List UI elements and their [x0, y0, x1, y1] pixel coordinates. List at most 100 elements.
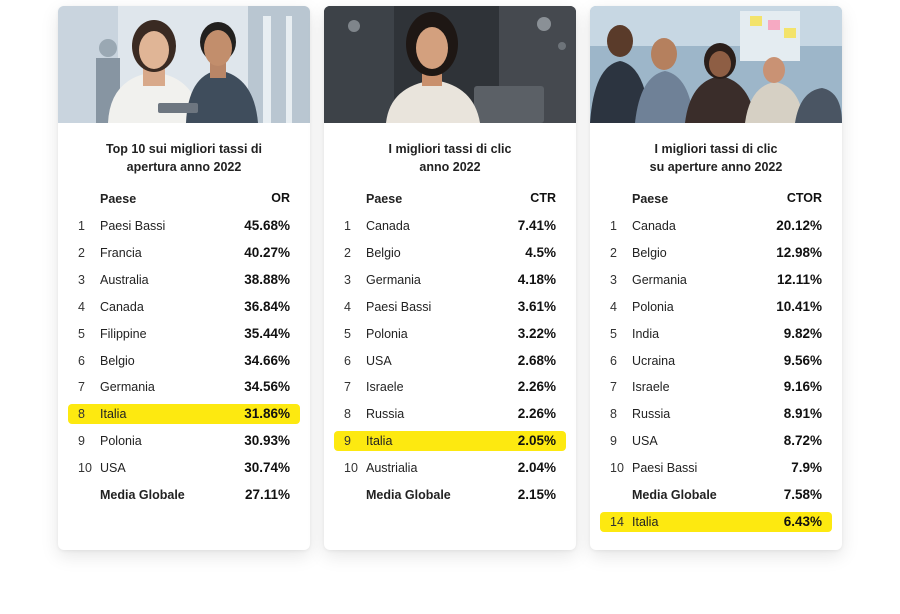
rate-value: 8.72% [783, 433, 822, 449]
rank: 2 [344, 245, 351, 260]
country-name: Israele [366, 380, 404, 395]
column-header-metric: CTR [530, 191, 556, 205]
table-row: 3 Australia 38.88% [58, 270, 310, 292]
country-name: Russia [366, 407, 405, 422]
country-name: Australia [100, 272, 149, 287]
rate-value: 7.41% [517, 218, 556, 233]
rate-value: 2.68% [517, 352, 556, 368]
rank: 5 [610, 326, 617, 341]
rank: 4 [610, 299, 617, 314]
country-name: Italia [366, 434, 393, 449]
rate-value: 4.5% [525, 244, 556, 260]
country-name: Polonia [366, 326, 408, 341]
rank: 9 [344, 434, 351, 449]
business-couple-photo [58, 6, 310, 123]
country-name: Francia [100, 245, 142, 260]
country-name: Canada [366, 219, 410, 233]
country-name: Media Globale [366, 488, 451, 502]
rate-value: 2.26% [517, 406, 556, 422]
column-header-country: Paese [100, 192, 137, 206]
rate-value: 34.56% [244, 379, 290, 395]
country-name: Germania [632, 272, 687, 287]
rate-value: 36.84% [244, 298, 290, 314]
open-rate-card: Top 10 sui migliori tassi di apertura an… [58, 6, 310, 550]
table-row: 5 Polonia 3.22% [324, 324, 576, 346]
rate-value: 27.11% [244, 487, 290, 502]
table-row: 1 Canada 20.12% [590, 216, 842, 238]
table-row: 1 Paesi Bassi 45.68% [58, 216, 310, 238]
country-name: Paesi Bassi [100, 219, 166, 233]
rate-value: 35.44% [244, 325, 290, 341]
click-rate-card: I migliori tassi di clic anno 2022 Paese… [324, 6, 576, 550]
title-line-1: Top 10 sui migliori tassi di [105, 142, 263, 156]
table-row: 8 Russia 2.26% [324, 404, 576, 426]
country-name: Germania [100, 380, 155, 395]
table-row: 2 Francia 40.27% [58, 243, 310, 265]
rate-value: 12.11% [776, 271, 822, 287]
table-row: 6 Belgio 34.66% [58, 351, 310, 373]
rank: 2 [78, 245, 85, 260]
rank: 2 [610, 245, 617, 260]
rate-value: 40.27% [244, 244, 290, 260]
rate-value: 10.41% [776, 298, 822, 314]
rank: 9 [610, 434, 617, 449]
table-row: 3 Germania 4.18% [324, 270, 576, 292]
rank: 6 [610, 353, 617, 368]
rank: 8 [610, 407, 617, 422]
table-row: 2 Belgio 4.5% [324, 243, 576, 265]
table-row: 9 Polonia 30.93% [58, 431, 310, 453]
rate-value: 34.66% [244, 352, 290, 368]
rank: 1 [610, 219, 617, 233]
table-row: 6 Ucraina 9.56% [590, 351, 842, 373]
country-name: Canada [632, 219, 676, 233]
country-name: Filippine [100, 326, 147, 341]
highlighted-table-row: 9 Italia 2.05% [324, 431, 576, 453]
title-line-1: I migliori tassi di clic [388, 142, 512, 156]
country-name: India [632, 326, 660, 341]
rate-value: 45.68% [244, 218, 290, 233]
rate-value: 4.18% [517, 271, 556, 287]
rank: 8 [78, 407, 85, 422]
country-name: Polonia [632, 299, 674, 314]
card-title: I migliori tassi di clic anno 2022 [324, 140, 576, 176]
column-header-country: Paese [366, 192, 403, 206]
global-average-row: Media Globale 2.15% [324, 485, 576, 507]
table-row: 5 India 9.82% [590, 324, 842, 346]
country-name: USA [366, 353, 392, 368]
title-line-1: I migliori tassi di clic [654, 142, 778, 156]
team-photo [590, 6, 842, 123]
table-row: 10 Austrialia 2.04% [324, 458, 576, 480]
global-average-row: Media Globale 7.58% [590, 485, 842, 507]
rate-value: 9.16% [783, 379, 822, 395]
rank: 1 [78, 219, 85, 233]
table-row: 9 USA 8.72% [590, 431, 842, 453]
country-name: Russia [632, 407, 671, 422]
table-header: Paese CTR [324, 189, 576, 211]
rate-value: 12.98% [776, 244, 822, 260]
rate-value: 2.26% [517, 379, 556, 395]
rank: 8 [344, 407, 351, 422]
rate-value: 7.9% [791, 460, 822, 476]
country-name: Austrialia [366, 461, 418, 476]
table-row: 8 Russia 8.91% [590, 404, 842, 426]
country-name: Italia [632, 514, 659, 529]
rate-value: 9.56% [783, 352, 822, 368]
table-row: 1 Canada 7.41% [324, 216, 576, 238]
title-line-2: apertura anno 2022 [126, 160, 242, 174]
table-row: 5 Filippine 35.44% [58, 324, 310, 346]
title-line-2: anno 2022 [419, 160, 481, 174]
rate-value: 2.15% [517, 487, 556, 502]
rate-value: 8.91% [783, 406, 822, 422]
country-name: Polonia [100, 434, 142, 449]
rank: 7 [344, 380, 351, 395]
businesswoman-photo [324, 6, 576, 123]
rate-value: 2.05% [517, 433, 556, 449]
country-name: Paesi Bassi [632, 461, 698, 476]
rank: 4 [344, 299, 351, 314]
rate-value: 3.61% [517, 298, 556, 314]
rank: 10 [344, 461, 358, 476]
rate-value: 38.88% [244, 271, 290, 287]
rate-value: 31.86% [244, 406, 290, 422]
table-header: Paese CTOR [590, 189, 842, 211]
rate-value: 30.93% [244, 433, 290, 449]
